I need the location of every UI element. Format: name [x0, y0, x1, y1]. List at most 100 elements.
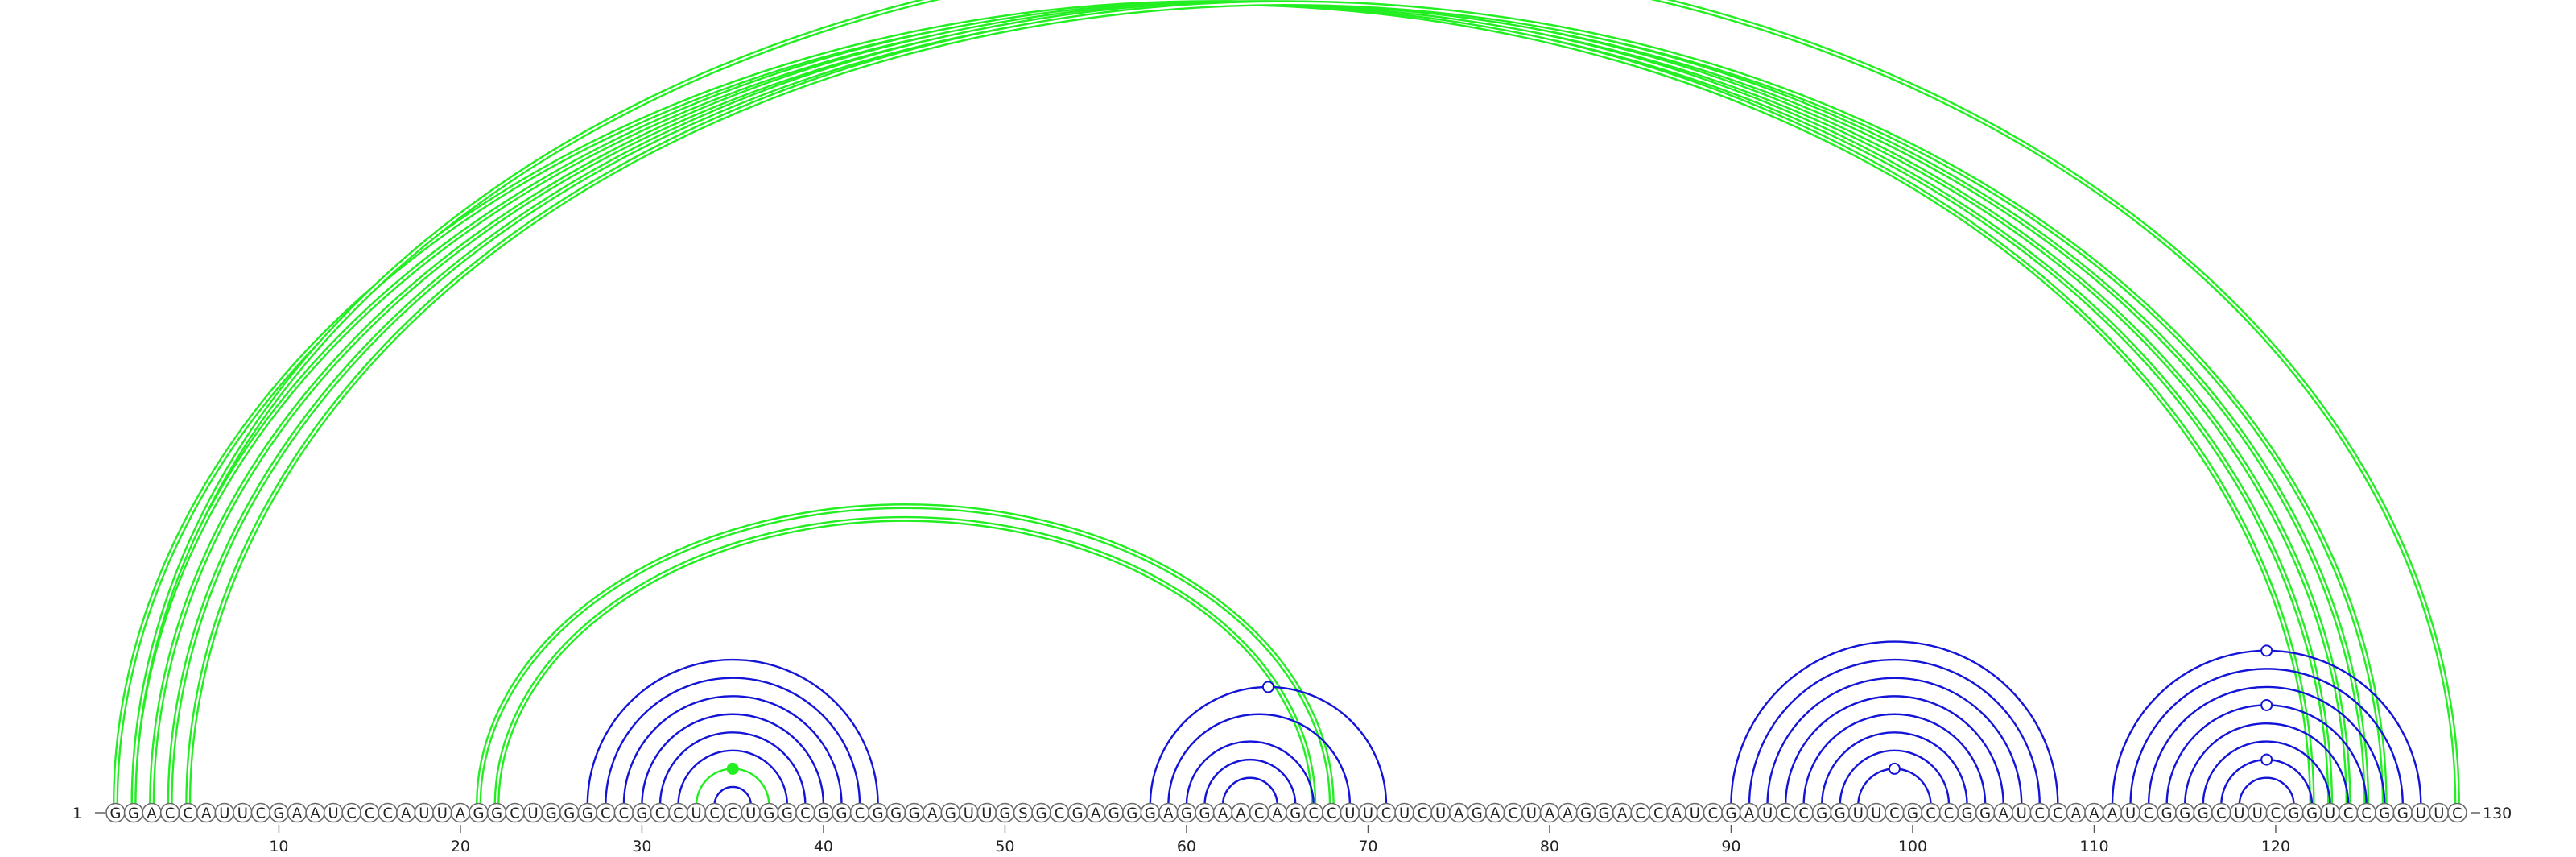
- nucleotide-letter: U: [981, 805, 992, 822]
- marker-filled-green: [726, 762, 739, 775]
- nucleotide-letter: A: [1454, 805, 1464, 822]
- nucleotide: G: [832, 802, 852, 823]
- nucleotide-letter: C: [2216, 805, 2227, 822]
- arc-30-40: [641, 713, 825, 805]
- nucleotide: G: [1140, 802, 1161, 823]
- nucleotide-letter: G: [763, 805, 774, 822]
- nucleotide-letter: U: [745, 805, 756, 822]
- nucleotide: U: [2411, 802, 2431, 823]
- nucleotide: A: [2084, 802, 2104, 823]
- nucleotide: A: [196, 802, 217, 823]
- nucleotide: C: [2356, 802, 2376, 823]
- nucleotide-letter: C: [365, 805, 375, 822]
- nucleotide: C: [1303, 802, 1324, 823]
- nucleotide: G: [632, 802, 652, 823]
- long-range-green-arcs: [116, 3, 2385, 805]
- arc-116-123: [2202, 740, 2331, 805]
- nucleotide: A: [450, 802, 471, 823]
- nucleotide: C: [613, 802, 634, 823]
- nucleotide-letter: A: [1563, 805, 1573, 822]
- nucleotide-letter: A: [1236, 805, 1246, 822]
- nucleotide-letter: U: [1762, 805, 1773, 822]
- arc-layer: [116, 0, 2460, 805]
- arc-91-107: [1748, 658, 2041, 805]
- arc-90-108: [1730, 640, 2059, 805]
- nucleotide: C: [159, 802, 180, 823]
- arc-58-71: [1149, 685, 1388, 805]
- nucleotide: G: [1594, 802, 1614, 823]
- nucleotide-letter: G: [1472, 805, 1483, 822]
- nucleotide: G: [813, 802, 834, 823]
- nucleotide: U: [2229, 802, 2250, 823]
- nucleotide-letter: C: [655, 805, 666, 822]
- nucleotide: G: [940, 802, 961, 823]
- nucleotide-letter: U: [419, 805, 429, 822]
- nucleotide: G: [758, 802, 779, 823]
- nucleotide: A: [1485, 802, 1505, 823]
- tick-label: 40: [814, 838, 833, 855]
- nucleotide: U: [323, 802, 344, 823]
- nucleotide: G: [541, 802, 562, 823]
- arc-28-42: [605, 677, 861, 805]
- arc-94-104: [1802, 713, 1987, 805]
- nucleotide: A: [1231, 802, 1251, 823]
- nucleotide-letter: C: [1944, 805, 1955, 822]
- arc-118-121: [2238, 776, 2295, 805]
- nucleotide-letter: G: [2289, 805, 2300, 822]
- nucleotide: G: [1957, 802, 1977, 823]
- nucleotide-letter: A: [1672, 805, 1682, 822]
- nucleotide: G: [904, 802, 924, 823]
- nucleotide-letter: U: [1435, 805, 1446, 822]
- nucleotide-letter: G: [1816, 805, 1827, 822]
- arc-60-67: [1185, 740, 1315, 805]
- nucleotide: C: [2447, 802, 2467, 823]
- tick-label: 100: [1898, 838, 1927, 855]
- nucleotide: G: [995, 802, 1015, 823]
- nucleotide: U: [1866, 802, 1887, 823]
- nucleotide: G: [1104, 802, 1125, 823]
- nucleotide: A: [1612, 802, 1633, 823]
- nucleotide: A: [1558, 802, 1578, 823]
- nucleotide: U: [214, 802, 235, 823]
- nucleotide-letter: G: [2161, 805, 2173, 822]
- nucleotide-letter: C: [1635, 805, 1645, 822]
- tick-label: 50: [995, 838, 1014, 855]
- nucleotide: C: [1794, 802, 1814, 823]
- tick-label: 110: [2079, 838, 2108, 855]
- nucleotide: U: [2120, 802, 2140, 823]
- nucleotide-letter: A: [2107, 805, 2118, 822]
- nucleotide: U: [741, 802, 762, 823]
- nucleotide-letter: G: [491, 805, 502, 822]
- nucleotide-letter: A: [2071, 805, 2082, 822]
- nucleotide: C: [722, 802, 743, 823]
- nucleotide: C: [1503, 802, 1524, 823]
- tick-label: 90: [1721, 838, 1740, 855]
- nucleotide-letter: C: [256, 805, 266, 822]
- nucleotide: A: [1448, 802, 1469, 823]
- tick-label: 30: [632, 838, 651, 855]
- nucleotide-letter: A: [1617, 805, 1628, 822]
- nucleotide: G: [1122, 802, 1142, 823]
- nucleotide: C: [359, 802, 380, 823]
- nucleotide: A: [1267, 802, 1287, 823]
- nucleotide-letter: G: [1126, 805, 1137, 822]
- nucleotide: C: [704, 802, 724, 823]
- nucleotide: C: [341, 802, 361, 823]
- nucleotide: G: [1902, 802, 1923, 823]
- nucleotide-letter: U: [1690, 805, 1700, 822]
- nucleotide: G: [1067, 802, 1088, 823]
- nucleotide: A: [2066, 802, 2087, 823]
- nucleotide-letter: A: [456, 805, 466, 822]
- nucleotide: A: [2102, 802, 2123, 823]
- nucleotide: G: [2157, 802, 2177, 823]
- nucleotide-letter: G: [473, 805, 485, 822]
- nucleotide: A: [142, 802, 162, 823]
- tick-label: 120: [2261, 838, 2290, 855]
- nucleotide-letter: C: [183, 805, 193, 822]
- nucleotide-letter: G: [1725, 805, 1736, 822]
- nucleotide-letter: A: [292, 805, 303, 822]
- nucleotide-letter: A: [1545, 805, 1555, 822]
- nucleotide: U: [522, 802, 543, 823]
- nucleotide: C: [378, 802, 398, 823]
